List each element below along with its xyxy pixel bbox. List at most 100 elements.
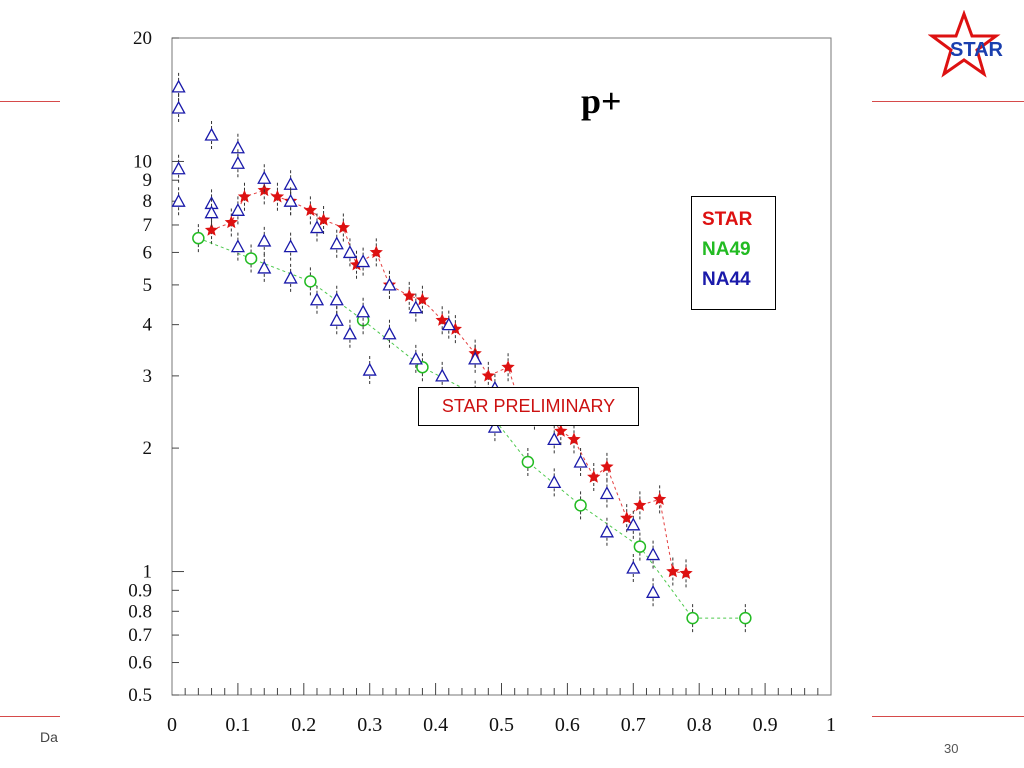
data-point-na44 <box>547 432 562 446</box>
data-point-na44 <box>257 233 272 247</box>
data-point-star <box>567 432 581 446</box>
y-tick-label: 10 <box>133 151 152 172</box>
data-point-star <box>448 322 462 335</box>
data-point-na49 <box>244 252 258 265</box>
data-point-star <box>620 511 634 524</box>
x-tick-label: 0.2 <box>291 714 316 736</box>
data-point-na44 <box>356 304 371 318</box>
data-point-na49 <box>521 455 535 469</box>
data-point-star <box>679 566 693 579</box>
x-axis-labels: 0 0.1 0.2 0.3 0.4 0.5 0.6 0.7 0.8 0.9 1 <box>167 714 836 736</box>
data-point-star <box>224 215 238 229</box>
data-point-star <box>435 313 449 326</box>
data-point-na44 <box>408 351 423 365</box>
data-point-na44 <box>599 524 615 538</box>
chart-title: p+ <box>581 81 622 121</box>
footer-rule-left <box>0 716 60 717</box>
data-point-na49 <box>574 499 587 512</box>
footer-rule-right <box>872 716 1024 717</box>
x-tick-label: 0.8 <box>687 714 712 736</box>
data-point-na49 <box>686 611 699 625</box>
x-tick-label: 0.5 <box>489 714 514 736</box>
y-tick-label: 8 <box>143 191 153 212</box>
legend-entry-na49: NA49 <box>702 239 751 260</box>
data-point-star <box>501 360 515 373</box>
y-tick-label: 4 <box>143 315 153 336</box>
y-tick-label: 6 <box>143 242 153 263</box>
data-point-na44 <box>547 475 562 489</box>
data-point-na44 <box>626 560 641 574</box>
x-tick-label: 0.7 <box>621 714 646 736</box>
y-tick-label: 0.8 <box>128 601 152 622</box>
logo-star-icon <box>928 10 1001 78</box>
x-tick-label: 0.4 <box>423 714 448 736</box>
y-tick-label: 1 <box>143 562 153 583</box>
legend-entry-star: STAR <box>702 209 753 230</box>
x-tick-label: 0 <box>167 714 177 736</box>
data-point-na44 <box>171 100 186 114</box>
data-point-na49 <box>633 540 647 553</box>
footer-date: Da <box>40 729 58 745</box>
logo-text: STAR <box>950 39 1004 61</box>
data-point-star <box>554 424 568 437</box>
data-point-na44 <box>204 127 219 141</box>
data-point-na44 <box>362 362 377 376</box>
data-point-na44 <box>171 79 186 93</box>
y-tick-label: 0.9 <box>128 580 152 601</box>
data-point-na44 <box>257 260 272 274</box>
data-point-star <box>666 564 680 578</box>
x-tick-label: 0.1 <box>225 714 250 736</box>
y-tick-label: 7 <box>143 215 153 236</box>
x-tick-label: 0.3 <box>357 714 382 736</box>
data-point-na44 <box>257 170 272 184</box>
data-point-na49 <box>739 611 752 625</box>
data-point-na44 <box>645 584 661 598</box>
data-point-na44 <box>204 205 219 219</box>
data-point-star <box>349 257 364 271</box>
data-point-na44 <box>645 547 661 561</box>
page-number: 30 <box>944 741 959 756</box>
header-rule-right <box>872 101 1024 102</box>
data-point-star <box>587 470 601 483</box>
data-point-star <box>270 189 285 203</box>
y-tick-label: 9 <box>143 170 153 191</box>
data-point-na44 <box>329 292 344 306</box>
y-tick-label: 5 <box>143 275 153 296</box>
data-point-na44 <box>487 419 503 433</box>
data-point-na44 <box>230 239 245 253</box>
y-tick-label: 0.7 <box>128 625 152 646</box>
data-point-na44 <box>342 326 358 340</box>
y-tick-label: 20 <box>133 28 152 49</box>
plot-frame <box>171 37 832 696</box>
data-series <box>171 72 752 633</box>
data-point-na44 <box>171 193 186 207</box>
data-point-na44 <box>408 300 423 314</box>
data-point-na44 <box>309 220 325 234</box>
data-point-na44 <box>382 326 397 340</box>
data-point-star <box>402 288 416 302</box>
legend-entry-na44: NA44 <box>702 269 751 290</box>
x-tick-label: 0.9 <box>753 714 778 736</box>
data-point-na44 <box>230 140 245 154</box>
y-tick-label: 2 <box>143 438 153 459</box>
data-point-star <box>237 189 252 203</box>
data-point-na44 <box>171 161 186 175</box>
legend: STAR NA49 NA44 <box>691 196 776 310</box>
data-point-na44 <box>599 486 615 500</box>
data-point-na44 <box>382 277 397 291</box>
data-point-na44 <box>573 454 588 468</box>
data-point-na44 <box>329 312 344 326</box>
data-point-star <box>336 220 350 234</box>
star-logo: STAR <box>928 10 1004 78</box>
data-point-na44 <box>309 292 325 306</box>
data-point-star <box>600 459 614 473</box>
header-rule-left <box>0 101 60 102</box>
data-point-na49 <box>192 231 205 245</box>
data-point-na44 <box>342 245 358 259</box>
data-point-star <box>204 223 219 236</box>
y-tick-label: 0.5 <box>128 685 152 706</box>
data-point-star <box>415 292 430 306</box>
data-point-na44 <box>626 517 641 531</box>
